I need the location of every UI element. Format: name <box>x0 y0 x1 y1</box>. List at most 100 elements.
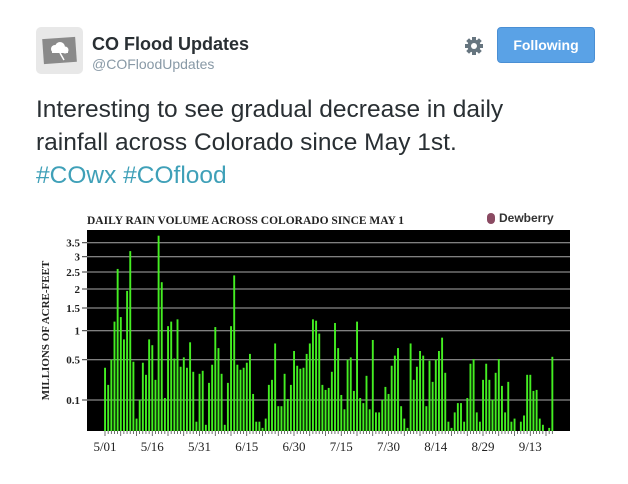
bar <box>255 421 258 431</box>
bar <box>450 427 453 431</box>
bar <box>513 418 516 431</box>
bar <box>340 394 343 431</box>
bar <box>280 406 283 431</box>
bar <box>271 379 273 431</box>
bar <box>157 235 160 431</box>
hashtag-link[interactable]: #COwx <box>36 162 117 189</box>
bar <box>119 317 122 431</box>
x-tick-label: 6/15 <box>235 439 258 454</box>
bar <box>381 400 384 431</box>
hashtag-link[interactable]: #COflood <box>123 162 227 189</box>
bar <box>501 385 503 431</box>
bar <box>548 427 551 431</box>
bar <box>507 381 510 431</box>
bar <box>274 343 277 431</box>
bar <box>318 333 321 431</box>
x-tick-label: 5/31 <box>188 439 211 454</box>
following-button[interactable]: Following <box>497 27 595 63</box>
bar <box>343 409 346 431</box>
bar <box>538 418 541 431</box>
bar <box>475 412 478 431</box>
bar <box>116 268 119 431</box>
x-tick-label: 7/15 <box>330 439 353 454</box>
bar <box>261 427 264 431</box>
bar <box>296 365 299 431</box>
bar <box>195 421 198 431</box>
bar <box>485 363 488 431</box>
bar <box>211 364 214 431</box>
bar <box>242 367 245 431</box>
bar <box>491 400 494 431</box>
avatar[interactable] <box>36 27 83 74</box>
bar <box>283 373 286 431</box>
bar <box>387 393 390 431</box>
bar <box>551 356 554 431</box>
bar <box>482 379 484 431</box>
bar <box>352 390 355 431</box>
bar <box>390 365 393 431</box>
y-tick-label: 3 <box>75 252 81 264</box>
bar <box>299 368 302 431</box>
account-handle[interactable]: @COFloodUpdates <box>92 56 215 72</box>
bar <box>167 326 169 431</box>
bar <box>135 418 138 431</box>
x-tick-label: 7/30 <box>377 439 400 454</box>
bar <box>497 359 500 431</box>
bar <box>236 364 239 431</box>
bar <box>113 321 116 431</box>
bar <box>217 348 220 431</box>
bar <box>249 353 251 431</box>
bar <box>264 418 267 431</box>
bar <box>160 282 163 431</box>
bar <box>510 421 513 431</box>
bar <box>170 321 173 431</box>
tweet-text: Interesting to see gradual decrease in d… <box>36 93 606 192</box>
bar <box>415 366 418 431</box>
account-name[interactable]: CO Flood Updates <box>92 34 249 54</box>
x-tick-label: 8/14 <box>424 439 448 454</box>
dewberry-logo: Dewberry <box>487 211 554 225</box>
bar <box>201 370 204 431</box>
y-tick-label: 2.5 <box>66 267 80 279</box>
y-tick-label: 1 <box>75 326 81 338</box>
bar <box>400 406 403 431</box>
bar <box>519 421 522 431</box>
bar <box>535 389 538 431</box>
tweet-line: Interesting to see gradual decrease in d… <box>36 96 504 123</box>
bar <box>138 400 141 431</box>
bar <box>412 379 415 431</box>
bar <box>330 371 333 431</box>
bar <box>359 397 362 431</box>
bar <box>397 348 399 431</box>
bar <box>529 374 532 431</box>
bar <box>349 357 352 431</box>
chart-title: DAILY RAIN VOLUME ACROSS COLORADO SINCE … <box>87 215 405 227</box>
bar <box>346 359 349 431</box>
bar <box>425 406 428 431</box>
gear-icon[interactable] <box>463 35 485 57</box>
bar <box>532 390 535 431</box>
bar <box>403 418 406 431</box>
bar <box>463 421 466 431</box>
x-tick-label: 8/29 <box>471 439 494 454</box>
bar <box>453 412 456 431</box>
bar <box>456 403 459 431</box>
bar <box>312 319 314 431</box>
y-tick-label: 0.5 <box>66 355 80 367</box>
colorado-cloud-icon <box>42 36 77 65</box>
bar <box>154 379 157 431</box>
bar <box>245 362 248 431</box>
bar <box>409 343 412 431</box>
bar <box>126 290 129 431</box>
bar <box>151 345 154 431</box>
bar <box>362 403 365 431</box>
bar <box>334 322 336 431</box>
bar <box>315 320 318 431</box>
bar <box>204 424 207 431</box>
bar <box>434 359 437 431</box>
bar <box>198 373 201 431</box>
bar <box>466 397 469 431</box>
bar <box>327 387 330 431</box>
bar <box>277 406 280 431</box>
